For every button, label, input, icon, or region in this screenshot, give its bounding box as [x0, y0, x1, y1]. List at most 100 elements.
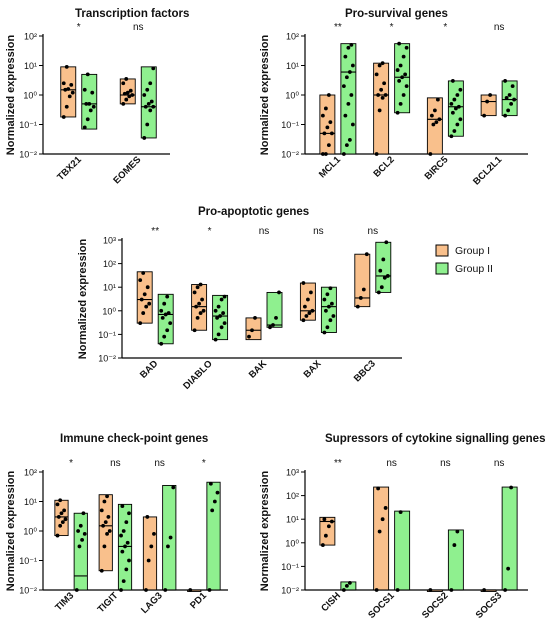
- chart-pro-apoptotic-genes-point-diablo-group-i: [197, 301, 202, 306]
- chart-pro-survival-genes-box-bcl2-group-i: [373, 62, 390, 155]
- chart-pro-apoptotic-genes-y-tick-label: 10⁰: [102, 306, 116, 316]
- chart-pro-apoptotic-genes-point-bak-group-ii: [277, 290, 281, 295]
- chart-immune-check-point-genes-y-tick-label: 10⁻²: [19, 586, 37, 596]
- chart-pro-survival-genes-point-birc5-group-i: [428, 152, 433, 156]
- chart-pro-apoptotic-genes-point-bak-group-i: [253, 316, 257, 320]
- chart-pro-survival-genes-box-bcl2l1-group-i: [480, 94, 497, 117]
- chart-pro-survival-genes-point-mcl1-group-i: [328, 120, 333, 125]
- chart-immune-check-point-genes-y-tick-label: 10¹: [24, 497, 37, 507]
- chart-pro-survival-genes-point-bcl2-group-i: [374, 72, 379, 77]
- chart-pro-apoptotic-genes-point-bad-group-i: [138, 278, 143, 282]
- chart-transcription-factors-significance-eomes: ns: [133, 22, 144, 33]
- chart-pro-apoptotic-genes-point-diablo-group-ii: [213, 337, 218, 342]
- chart-pro-apoptotic-genes-point-diablo-group-ii: [222, 294, 227, 299]
- chart-transcription-factors-point-tbx21-group-i: [64, 64, 69, 69]
- chart-transcription-factors-point-tbx21-group-ii: [85, 117, 90, 122]
- chart-pro-survival-genes-point-mcl1-group-i: [326, 93, 331, 97]
- chart-pro-apoptotic-genes-point-bak-group-ii: [274, 316, 278, 320]
- chart-transcription-factors-point-tbx21-group-i: [66, 87, 71, 91]
- chart-immune-check-point-genes-point-pd1-group-ii: [208, 481, 213, 486]
- chart-pro-apoptotic-genes-point-diablo-group-ii: [218, 314, 223, 318]
- chart-pro-apoptotic-genes-significance-bbc3: ns: [368, 226, 379, 237]
- chart-immune-check-point-genes-point-tigit-group-i: [105, 531, 109, 536]
- chart-immune-check-point-genes-point-tim3-group-ii: [81, 511, 86, 516]
- chart-transcription-factors-point-tbx21-group-i: [61, 81, 66, 86]
- chart-pro-survival-genes-point-birc5-group-ii: [455, 122, 460, 127]
- chart-pro-apoptotic-genes-point-bad-group-ii: [159, 308, 164, 313]
- chart-supressors-of-cytokine-signalling-genes-point-cish-group-i: [329, 519, 334, 524]
- chart-immune-check-point-genes-significance-pd1: *: [202, 458, 206, 469]
- chart-pro-survival-genes-point-bcl2-group-ii: [395, 68, 400, 72]
- chart-transcription-factors-y-tick-label: 10⁰: [23, 91, 37, 101]
- chart-supressors-of-cytokine-signalling-genes-point-cish-group-ii: [347, 580, 352, 585]
- chart-pro-survival-genes-point-mcl1-group-ii: [350, 63, 355, 68]
- chart-pro-survival-genes-point-birc5-group-ii: [453, 106, 458, 111]
- chart-pro-apoptotic-genes-point-diablo-group-i: [192, 290, 197, 295]
- chart-pro-apoptotic-genes-point-bak-group-ii: [271, 323, 275, 327]
- chart-pro-apoptotic-genes-point-bad-group-i: [138, 321, 143, 326]
- chart-supressors-of-cytokine-signalling-genes-point-cish-group-ii: [344, 583, 349, 588]
- chart-immune-check-point-genes-point-tim3-group-i: [56, 515, 61, 519]
- chart-immune-check-point-genes-y-tick-label: 10⁰: [23, 527, 37, 537]
- chart-pro-survival-genes-point-mcl1-group-ii: [343, 54, 348, 59]
- chart-pro-apoptotic-genes-point-diablo-group-i: [200, 297, 205, 302]
- chart-pro-apoptotic-genes-point-diablo-group-i: [201, 308, 206, 313]
- chart-immune-check-point-genes-point-tigit-group-ii: [124, 520, 129, 525]
- chart-transcription-factors-y-tick-label: 10⁻²: [19, 150, 37, 160]
- chart-pro-survival-genes-box-bcl2l1-group-ii: [501, 80, 518, 117]
- chart-pro-apoptotic-genes-y-tick-label: 10⁻²: [98, 354, 116, 364]
- chart-pro-survival-genes-significance-mcl1: **: [334, 22, 342, 33]
- chart-pro-apoptotic-genes-point-bad-group-i: [141, 271, 146, 275]
- chart-pro-survival-genes-y-tick-label: 10⁰: [285, 91, 299, 101]
- chart-transcription-factors-point-tbx21-group-ii: [82, 87, 87, 92]
- chart-pro-apoptotic-genes-point-bad-group-ii: [163, 312, 168, 317]
- chart-pro-survival-genes-point-bcl2-group-i: [377, 108, 382, 113]
- chart-immune-check-point-genes-point-tigit-group-i: [102, 544, 107, 549]
- chart-transcription-factors-title: Transcription factors: [75, 8, 189, 20]
- chart-immune-check-point-genes-point-lag3-group-ii: [166, 544, 170, 549]
- chart-pro-survival-genes-point-mcl1-group-ii: [344, 75, 349, 80]
- chart-pro-survival-genes-point-bcl2l1-group-ii: [509, 101, 514, 106]
- chart-pro-apoptotic-genes-y-tick-label: 10³: [103, 236, 116, 246]
- chart-pro-survival-genes-point-bcl2-group-i: [379, 87, 384, 92]
- chart-immune-check-point-genes-y-axis-label: Normalized expression: [5, 471, 17, 592]
- chart-pro-survival-genes-point-birc5-group-ii: [455, 93, 460, 97]
- chart-pro-apoptotic-genes-point-bax-group-ii: [330, 301, 334, 306]
- chart-transcription-factors-point-eomes-group-ii: [149, 99, 154, 104]
- chart-pro-survival-genes-point-mcl1-group-ii: [344, 143, 349, 148]
- chart-transcription-factors-y-tick-label: 10²: [24, 32, 37, 42]
- chart-pro-apoptotic-genes-y-tick-label: 10⁻¹: [98, 330, 116, 340]
- chart-supressors-of-cytokine-signalling-genes-box-socs1-group-ii: [394, 510, 411, 591]
- chart-supressors-of-cytokine-signalling-genes-y-tick-label: 10⁻¹: [281, 562, 299, 572]
- chart-pro-survival-genes-point-mcl1-group-i: [326, 143, 331, 148]
- chart-transcription-factors-point-tbx21-group-i: [70, 90, 75, 95]
- chart-immune-check-point-genes-point-tim3-group-i: [59, 511, 64, 516]
- chart-immune-check-point-genes-point-tigit-group-i: [105, 494, 109, 499]
- chart-pro-apoptotic-genes-significance-bax: ns: [313, 226, 324, 237]
- chart-pro-survival-genes-box-mcl1-group-ii: [340, 43, 357, 155]
- chart-pro-survival-genes-point-bcl2-group-i: [383, 93, 388, 97]
- chart-pro-survival-genes-point-bcl2-group-ii: [400, 75, 405, 80]
- chart-transcription-factors-point-eomes-group-i: [122, 91, 127, 96]
- chart-pro-survival-genes-point-bcl2l1-group-ii: [510, 84, 515, 89]
- chart-immune-check-point-genes-point-lag3-group-i: [144, 588, 148, 592]
- chart-pro-apoptotic-genes-point-bad-group-ii: [165, 294, 170, 299]
- chart-pro-survival-genes-point-birc5-group-i: [435, 97, 440, 102]
- chart-transcription-factors-point-eomes-group-ii: [142, 136, 147, 140]
- chart-transcription-factors-point-eomes-group-ii: [145, 87, 150, 92]
- chart-pro-apoptotic-genes-point-diablo-group-ii: [216, 332, 221, 337]
- chart-pro-survival-genes-point-birc5-group-ii: [458, 87, 463, 92]
- chart-pro-apoptotic-genes-point-bax-group-ii: [322, 297, 327, 302]
- chart-pro-survival-genes-point-bcl2-group-ii: [397, 41, 402, 46]
- chart-pro-survival-genes-point-mcl1-group-ii: [349, 42, 354, 47]
- chart-pro-survival-genes-point-mcl1-group-ii: [341, 152, 346, 156]
- chart-pro-apoptotic-genes-point-bak-group-i: [247, 334, 251, 339]
- chart-pro-apoptotic-genes-title: Pro-apoptotic genes: [198, 206, 309, 218]
- chart-supressors-of-cytokine-signalling-genes-y-tick-label: 10⁻²: [281, 586, 299, 596]
- chart-pro-survival-genes-point-bcl2-group-i: [380, 61, 385, 66]
- chart-transcription-factors-point-tbx21-group-ii: [90, 90, 95, 95]
- chart-pro-survival-genes-point-bcl2l1-group-ii: [503, 79, 508, 83]
- chart-pro-apoptotic-genes-point-bax-group-ii: [322, 330, 327, 335]
- chart-transcription-factors-point-tbx21-group-ii: [87, 101, 92, 106]
- chart-pro-survival-genes-point-bcl2-group-i: [377, 63, 382, 68]
